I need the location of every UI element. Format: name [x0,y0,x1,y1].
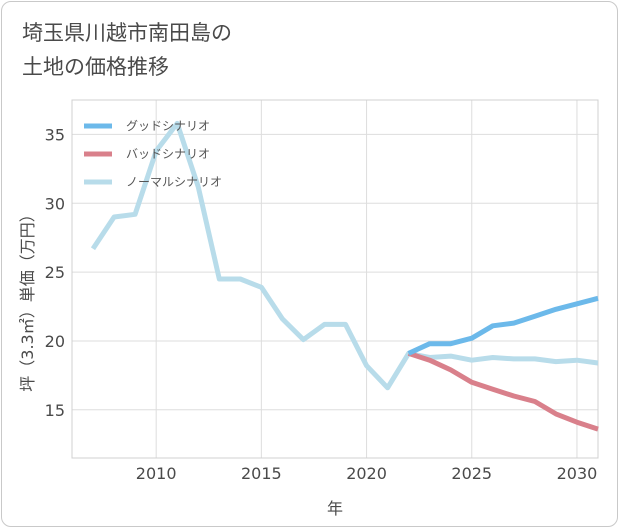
title-line-1: 埼玉県川越市南田島の [22,21,232,45]
series-line-3 [90,120,599,391]
series-lines [90,120,599,432]
y-tick-label: 20 [45,332,65,351]
x-tick-label: 2030 [557,464,598,483]
x-tick-label: 2010 [136,464,177,483]
y-tick-label: 25 [45,263,65,282]
series-line-2 [407,351,599,432]
plot-area [71,99,599,459]
legend-label: バッドシナリオ [126,147,210,161]
y-axis-title: 坪（3.3㎡）単価（万円） [18,206,37,391]
title-line-2: 土地の価格推移 [22,55,169,79]
chart-title: 埼玉県川越市南田島の 土地の価格推移 [22,16,382,84]
legend-label: ノーマルシナリオ [126,175,222,189]
legend-label: グッドシナリオ [126,119,210,133]
y-tick-label: 15 [45,401,65,420]
grid-lines [72,100,598,458]
x-tick-label: 2025 [451,464,492,483]
series-line-1 [407,295,599,356]
x-tick-label: 2020 [346,464,387,483]
y-tick-label: 30 [45,194,65,213]
y-tick-label: 35 [45,125,65,144]
x-tick-label: 2015 [241,464,282,483]
x-axis-title: 年 [327,499,343,518]
y-axis-ticks: 15 20 25 30 35 [45,125,65,419]
x-axis-ticks: 2010 2015 2020 2025 2030 [136,464,598,483]
